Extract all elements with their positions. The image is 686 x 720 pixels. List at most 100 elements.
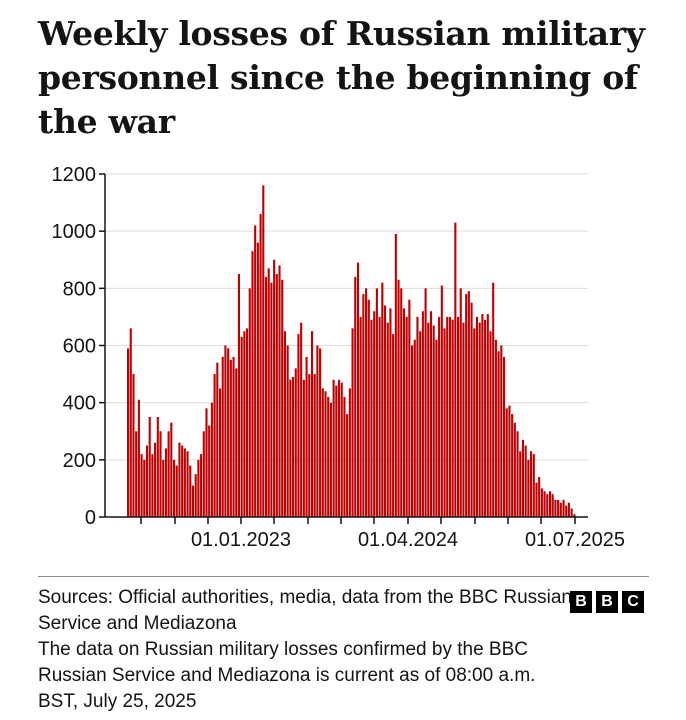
bar [421,311,424,517]
bar [570,508,573,517]
bar [240,336,243,517]
chart-title: Weekly losses of Russian military person… [38,14,645,141]
bar [313,374,316,517]
bar [567,502,570,517]
bar [365,288,368,517]
bar [419,331,422,517]
x-tick-label: 01.07.2025 [525,529,625,551]
bar [557,499,560,517]
bar [181,445,184,517]
bar [162,459,165,517]
bar [481,314,484,517]
bar [521,439,525,517]
bar [454,222,457,517]
bar [516,431,519,517]
bar [183,448,186,517]
bar [197,459,200,517]
bar [210,402,213,517]
bar [400,288,403,517]
bar [351,328,354,517]
bar [175,465,178,517]
bar [294,368,297,517]
bar [129,328,132,517]
bar [291,376,295,517]
bar [389,308,392,517]
bar [532,454,535,517]
y-tick-label: 400 [63,393,96,415]
bar [297,334,300,517]
bar [456,316,460,517]
bar [251,251,254,518]
y-tick-label: 1000 [52,221,97,243]
x-axis: 01.01.2023 01.04.2024 01.07.2025 [105,516,625,551]
bar [354,276,357,517]
bar [329,402,332,517]
bar [283,331,286,517]
bar [275,274,278,517]
bar [327,396,330,517]
bar [413,339,416,517]
bars [127,185,576,518]
bar [156,416,159,517]
bar [208,425,211,517]
bar [416,316,419,517]
bar [186,451,189,517]
bar [143,459,146,517]
bar [565,505,568,517]
bar [256,242,259,517]
bar [189,465,192,517]
bar [170,422,173,517]
logo-letter: C [622,591,644,613]
bar [386,322,389,517]
bar [278,265,281,517]
bar [548,491,552,517]
y-tick-label: 0 [85,507,96,529]
bar [508,405,511,517]
bar [462,322,465,517]
bar [424,288,427,517]
bar [164,448,167,517]
y-tick-label: 200 [63,450,96,472]
bar [343,396,346,517]
bar [213,374,216,517]
bar [319,348,322,517]
bar [191,485,195,517]
bar [235,368,238,517]
bar [559,502,562,517]
bar [543,491,546,517]
bar [259,214,262,517]
bar [218,388,222,517]
bar [551,494,554,517]
bar [429,311,433,517]
y-axis: 0 200 400 600 800 1000 1200 [52,164,106,529]
y-tick-label: 1200 [52,164,97,186]
bar [243,331,246,517]
footer-divider [38,576,649,577]
y-tick-label: 800 [63,278,96,300]
bar [194,474,197,517]
bar [154,442,157,517]
bar [324,391,327,517]
bar [202,431,205,517]
bar [402,308,405,517]
bar [237,274,241,517]
bar [140,454,143,517]
bar [335,385,338,517]
bar [435,339,438,517]
bar [286,345,289,517]
bar [200,454,203,517]
bar [527,459,530,517]
bar [524,445,527,517]
bar [494,339,497,517]
bar [397,279,400,517]
bar [178,442,181,517]
bar [310,331,314,517]
bar [489,331,492,517]
bar [151,454,154,517]
bar [573,514,576,517]
bar [224,345,227,517]
bbc-logo: B B C [570,591,644,613]
bar [340,382,343,517]
bar [132,374,135,517]
bar [302,379,305,517]
